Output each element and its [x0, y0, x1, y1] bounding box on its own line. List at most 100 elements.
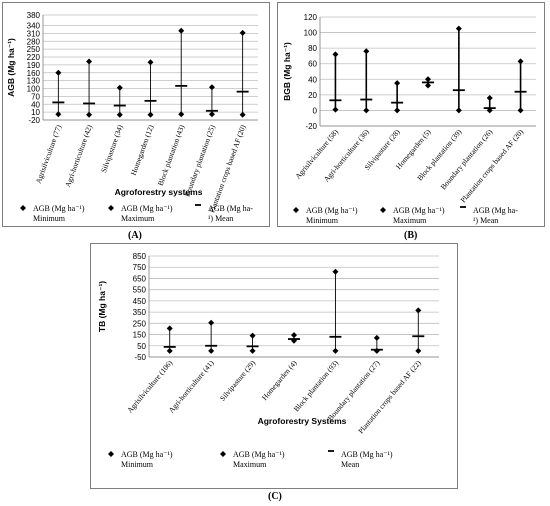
y-tick-label: 100 [27, 85, 41, 94]
min-marker [425, 82, 431, 89]
y-tick-label: 150 [133, 331, 147, 340]
max-marker [178, 27, 185, 34]
y-tick-label: 280 [27, 37, 41, 46]
x-tick-label: Boundary plantation (26) [439, 127, 495, 191]
legend-diamond-icon [108, 451, 114, 457]
legend-text-line1: AGB (Mg ha⁻¹) [233, 450, 285, 459]
x-tick-label: Plantation crops based AF (20) [207, 123, 247, 214]
x-tick-label: Silvipasture (34) [99, 123, 125, 174]
y-tick-label: 310 [27, 29, 41, 38]
x-axis-title: Agroforestry systems [115, 187, 203, 197]
legend-text-line2: Mean [341, 460, 359, 469]
legend-text-line1: AGB (Mg ha- [208, 204, 253, 213]
max-marker [332, 51, 339, 58]
max-marker [208, 319, 215, 326]
max-marker [363, 48, 370, 55]
max-marker [425, 76, 431, 83]
x-tick-label: Plantation crops based AF (20) [458, 127, 525, 204]
legend-text-line2: Minimum [121, 460, 154, 469]
max-marker [517, 58, 524, 65]
x-tick-label: Agrisilviculture (77) [34, 123, 64, 185]
max-marker [332, 268, 339, 275]
legend-text-line2: Minimum [33, 214, 66, 223]
max-marker [455, 25, 462, 32]
min-marker [208, 347, 215, 354]
legend-text-line2: ¹) Mean [473, 216, 498, 225]
y-tick-label: 250 [133, 319, 147, 328]
legend-text-line1: AGB (Mg ha⁻¹) [306, 206, 358, 215]
max-marker [147, 59, 154, 66]
min-marker [415, 347, 422, 354]
y-tick-label: -50 [134, 353, 146, 362]
y-tick-label: 250 [27, 45, 41, 54]
x-tick-label: Homegarden (4) [260, 358, 299, 402]
y-tick-label: 50 [137, 342, 146, 351]
min-marker [394, 107, 401, 114]
legend-text-line1: AGB (Mg ha⁻¹) [121, 450, 173, 459]
x-tick-label: Block plantation (93) [292, 358, 340, 413]
y-tick-label: 20 [308, 91, 317, 100]
y-axis-title: TB (Mg ha⁻¹) [97, 281, 107, 332]
min-marker [86, 111, 93, 118]
min-marker [208, 111, 215, 118]
min-marker [332, 347, 339, 354]
x-tick-label: Agri-horticulture (41) [167, 358, 216, 414]
max-marker [166, 325, 173, 332]
max-marker [394, 80, 401, 87]
chart-panel-c: -50 50 150 250 350 450 550 650 750 850 TB (Mg ha⁻¹… [90, 243, 458, 489]
x-tick-label: Agri-horticulture (42) [63, 123, 94, 188]
y-tick-label: 750 [133, 263, 147, 272]
legend-diamond-icon [293, 207, 299, 213]
legend-text-line2: Minimum [306, 216, 339, 225]
min-marker [249, 347, 256, 354]
min-marker [239, 111, 246, 118]
y-tick-label: 120 [304, 13, 318, 22]
legend-text-line1: AGB (Mg ha⁻¹) [341, 450, 393, 459]
y-tick-label: -20 [28, 116, 40, 125]
min-marker [363, 107, 370, 114]
min-marker [166, 347, 173, 354]
chart-c-svg: -50 50 150 250 350 450 550 650 750 850 TB (Mg ha⁻¹… [97, 252, 439, 469]
max-marker [373, 334, 380, 341]
x-tick-label: Agrisilviculture (106) [125, 358, 174, 414]
x-tick-label: Silvipasture (29) [218, 358, 257, 403]
y-tick-label: 10 [31, 108, 40, 117]
max-marker [86, 58, 93, 65]
max-marker [208, 84, 215, 91]
legend-diamond-icon [108, 205, 114, 211]
y-tick-label: 40 [308, 75, 317, 84]
max-marker [291, 332, 297, 339]
y-tick-label: 100 [304, 29, 318, 38]
max-marker [249, 332, 256, 339]
y-tick-label: 340 [27, 22, 41, 31]
legend-diamond-icon [380, 207, 386, 213]
y-tick-label: 380 [27, 11, 41, 20]
legend-diamond-icon [220, 451, 226, 457]
panel-label-c: (C) [268, 491, 282, 502]
min-marker [373, 347, 380, 354]
y-tick-label: 70 [31, 92, 40, 101]
min-marker [455, 107, 462, 114]
y-tick-label: 130 [27, 77, 41, 86]
legend-text-line1: AGB (Mg ha⁻¹) [121, 204, 173, 213]
y-tick-label: 850 [133, 252, 147, 261]
y-tick-label: 450 [133, 297, 147, 306]
y-tick-label: 40 [31, 100, 40, 109]
y-tick-label: 650 [133, 274, 147, 283]
y-tick-label: 350 [133, 308, 147, 317]
y-tick-label: 60 [308, 60, 317, 69]
y-tick-label: 550 [133, 286, 147, 295]
y-tick-label: 190 [27, 61, 41, 70]
max-marker [116, 84, 123, 91]
min-marker [517, 107, 524, 114]
chart-panel-b: -20 0 20 40 60 80 100 120 BGB (Mg ha⁻¹) Agrisilvi… [277, 2, 545, 227]
legend-text-line1: AGB (Mg ha- [473, 206, 518, 215]
panel-label-b: (B) [404, 230, 418, 241]
min-marker [147, 111, 154, 118]
chart-panel-a: -20 10 40 70 100 130 160 190 220 250 280 310 340 380 A… [2, 2, 270, 227]
y-tick-label: 80 [308, 44, 317, 53]
y-tick-label: -20 [305, 122, 317, 131]
x-tick-label: Homegarden (12) [129, 123, 156, 176]
y-tick-label: 160 [27, 69, 41, 78]
